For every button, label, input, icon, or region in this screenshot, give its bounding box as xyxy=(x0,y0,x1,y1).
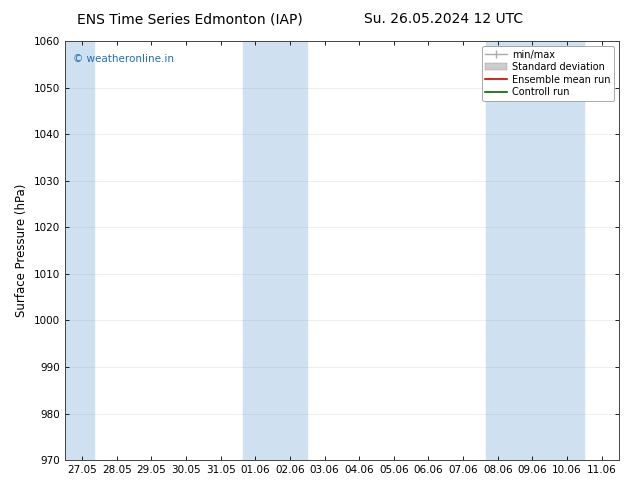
Text: © weatheronline.in: © weatheronline.in xyxy=(73,53,174,64)
Bar xyxy=(243,41,307,460)
Legend: min/max, Standard deviation, Ensemble mean run, Controll run: min/max, Standard deviation, Ensemble me… xyxy=(482,46,614,101)
Y-axis label: Surface Pressure (hPa): Surface Pressure (hPa) xyxy=(15,184,28,318)
Bar xyxy=(486,41,585,460)
Bar xyxy=(65,41,94,460)
Text: Su. 26.05.2024 12 UTC: Su. 26.05.2024 12 UTC xyxy=(365,12,523,26)
Text: ENS Time Series Edmonton (IAP): ENS Time Series Edmonton (IAP) xyxy=(77,12,303,26)
